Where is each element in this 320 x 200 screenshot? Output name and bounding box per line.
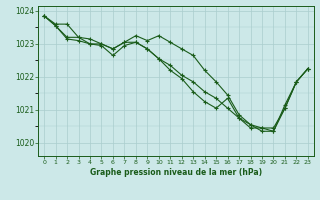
X-axis label: Graphe pression niveau de la mer (hPa): Graphe pression niveau de la mer (hPa) (90, 168, 262, 177)
